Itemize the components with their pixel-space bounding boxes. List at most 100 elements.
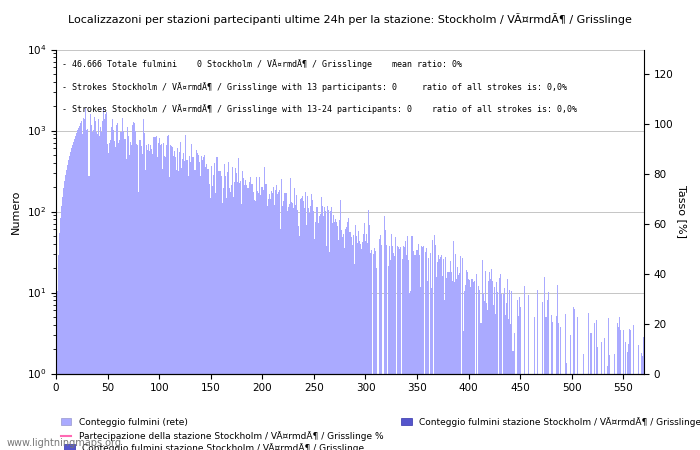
Bar: [477, 374, 478, 450]
Bar: [473, 282, 475, 450]
Bar: [142, 154, 144, 450]
Bar: [106, 112, 107, 450]
Bar: [525, 374, 526, 450]
Bar: [392, 246, 393, 450]
Bar: [488, 281, 489, 450]
Bar: [638, 345, 639, 450]
Bar: [326, 246, 327, 450]
Bar: [309, 213, 310, 450]
Bar: [222, 202, 223, 450]
Bar: [118, 143, 120, 450]
Bar: [625, 342, 626, 450]
Bar: [431, 288, 432, 450]
Bar: [203, 158, 204, 450]
Bar: [73, 142, 74, 450]
Bar: [397, 246, 398, 450]
Bar: [453, 241, 454, 450]
Bar: [239, 183, 240, 450]
Bar: [220, 176, 222, 450]
Bar: [614, 354, 615, 450]
Bar: [458, 273, 460, 450]
Bar: [269, 194, 270, 450]
Bar: [245, 180, 246, 450]
Bar: [600, 374, 601, 450]
Bar: [59, 233, 60, 450]
Bar: [78, 128, 79, 450]
Bar: [137, 145, 138, 450]
Bar: [495, 314, 496, 450]
Bar: [235, 168, 236, 450]
Bar: [139, 140, 140, 450]
Bar: [261, 187, 262, 450]
Bar: [537, 290, 538, 450]
Bar: [604, 338, 606, 450]
Bar: [208, 169, 209, 450]
Bar: [563, 374, 564, 450]
Bar: [462, 258, 463, 450]
Bar: [475, 374, 477, 450]
Bar: [444, 301, 445, 450]
Bar: [176, 171, 177, 450]
Bar: [349, 232, 351, 450]
Y-axis label: Numero: Numero: [11, 189, 21, 234]
Bar: [69, 156, 70, 450]
Text: - Strokes Stockholm / VÃ¤rmdÃ¶ / Grisslinge with 13-24 participants: 0    ratio : - Strokes Stockholm / VÃ¤rmdÃ¶ / Grissli…: [62, 104, 577, 114]
Bar: [576, 374, 578, 450]
Bar: [218, 171, 220, 450]
Bar: [297, 210, 298, 450]
Bar: [127, 135, 129, 450]
Bar: [405, 241, 406, 450]
Bar: [619, 317, 620, 450]
Bar: [372, 374, 373, 450]
Bar: [508, 319, 510, 450]
Bar: [390, 261, 391, 450]
Bar: [556, 316, 557, 450]
Bar: [410, 291, 412, 450]
Bar: [499, 278, 500, 450]
Bar: [497, 292, 498, 450]
Bar: [260, 195, 261, 450]
Bar: [81, 121, 83, 450]
Bar: [336, 222, 337, 450]
Bar: [550, 374, 551, 450]
Bar: [229, 188, 230, 450]
Bar: [368, 210, 369, 450]
Bar: [421, 247, 423, 450]
Text: - 46.666 Totale fulmini    0 Stockholm / VÃ¤rmdÃ¶ / Grisslinge    mean ratio: 0%: - 46.666 Totale fulmini 0 Stockholm / VÃ…: [62, 59, 462, 69]
Bar: [367, 243, 368, 450]
Bar: [623, 330, 624, 450]
Bar: [340, 200, 341, 450]
Bar: [332, 223, 333, 450]
Bar: [369, 225, 370, 450]
Bar: [492, 281, 493, 450]
Bar: [395, 237, 396, 450]
Bar: [79, 126, 81, 450]
Bar: [545, 317, 547, 450]
Bar: [249, 181, 251, 450]
Bar: [343, 234, 344, 450]
Bar: [447, 272, 449, 450]
Bar: [200, 176, 201, 450]
Bar: [197, 153, 198, 450]
Bar: [426, 248, 427, 450]
Bar: [108, 153, 109, 450]
Bar: [524, 286, 525, 450]
Bar: [85, 108, 86, 450]
Bar: [276, 184, 277, 450]
Bar: [398, 247, 399, 450]
Bar: [371, 250, 372, 450]
Bar: [301, 198, 302, 450]
Bar: [501, 294, 502, 450]
Bar: [408, 260, 409, 450]
Bar: [114, 141, 116, 450]
Text: Localizzazoni per stazioni partecipanti ultime 24h per la stazione: Stockholm / : Localizzazoni per stazioni partecipanti …: [68, 14, 632, 25]
Bar: [540, 374, 541, 450]
Bar: [244, 185, 245, 450]
Bar: [641, 353, 643, 450]
Bar: [242, 171, 243, 450]
Bar: [159, 138, 160, 450]
Bar: [188, 156, 190, 450]
Bar: [354, 264, 355, 450]
Bar: [131, 145, 132, 450]
Bar: [358, 230, 359, 450]
